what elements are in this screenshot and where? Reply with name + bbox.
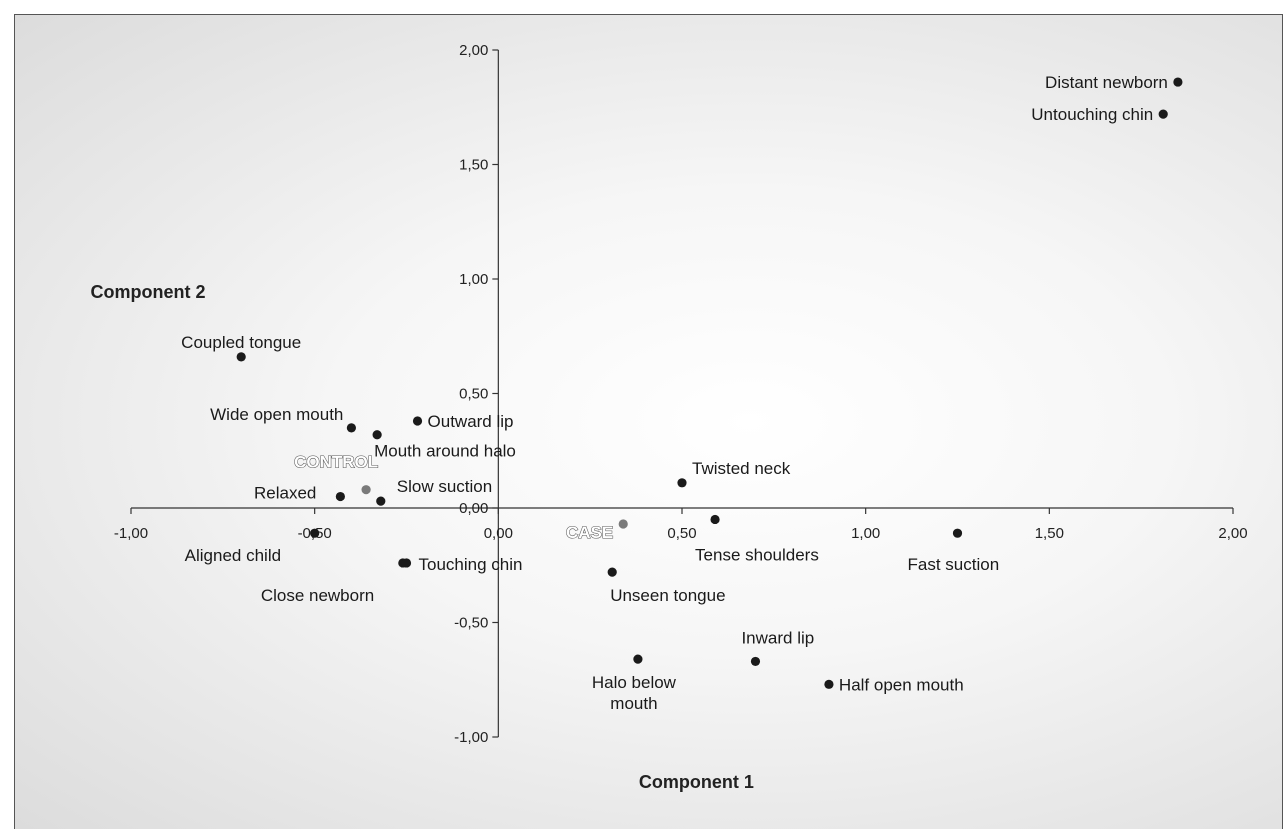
data-point (1158, 109, 1168, 119)
data-point (310, 528, 320, 538)
x-tick-label: 1,50 (1035, 525, 1064, 542)
group-centroid (618, 519, 628, 529)
group-centroid (361, 485, 371, 495)
group-label: CONTROL (294, 453, 378, 472)
data-point (372, 430, 382, 440)
point-label: Twisted neck (692, 459, 791, 478)
y-tick-label: 0,00 (459, 500, 488, 517)
point-label: Fast suction (908, 555, 1000, 574)
point-label: Coupled tongue (181, 333, 301, 352)
point-label: Close newborn (261, 586, 374, 605)
y-tick-label: -1,00 (454, 729, 488, 746)
point-label: Half open mouth (839, 675, 964, 694)
data-point (633, 654, 643, 664)
point-label: Inward lip (741, 628, 814, 647)
point-label: Mouth around halo (374, 442, 516, 461)
y-tick-label: 1,00 (459, 271, 488, 288)
data-point (1173, 77, 1183, 87)
point-label: Slow suction (397, 477, 492, 496)
data-point (607, 567, 617, 577)
y-tick-label: 2,00 (459, 42, 488, 59)
y-tick-label: -0,50 (454, 615, 488, 632)
x-axis-title: Component 1 (639, 772, 754, 792)
y-tick-label: 1,50 (459, 157, 488, 174)
data-point (710, 514, 720, 525)
data-point (346, 423, 356, 433)
point-label: Tense shoulders (695, 545, 819, 564)
point-label: Distant newborn (1045, 73, 1168, 92)
data-point (750, 656, 761, 667)
y-axis-title: Component 2 (91, 282, 206, 302)
point-label: Unseen tongue (610, 586, 725, 605)
point-label: Untouching chin (1031, 105, 1153, 124)
point-label: Wide open mouth (210, 405, 343, 424)
x-tick-label: 0,00 (484, 525, 513, 542)
x-tick-label: -1,00 (114, 525, 148, 542)
point-label: Aligned child (185, 546, 281, 565)
point-label: Halo below mouth (592, 673, 677, 713)
data-point (952, 528, 963, 538)
point-label: Relaxed (254, 484, 316, 503)
group-label: CASE (566, 523, 613, 542)
y-tick-label: 0,50 (459, 386, 488, 403)
data-point (824, 679, 834, 689)
data-point (677, 478, 687, 488)
x-tick-label: 1,00 (851, 525, 880, 542)
scatter-plot: -1,00-0,500,000,501,001,502,00-1,00-0,50… (91, 42, 1248, 792)
chart-frame: -1,00-0,500,000,501,001,502,00-1,00-0,50… (14, 14, 1283, 829)
data-point (412, 416, 423, 426)
point-label: Touching chin (419, 555, 523, 574)
x-tick-label: 2,00 (1218, 525, 1247, 542)
data-point (236, 352, 246, 362)
data-point (335, 491, 345, 502)
point-label: Outward lip (428, 412, 514, 431)
data-point (376, 496, 386, 506)
x-tick-label: 0,50 (667, 525, 696, 542)
data-point (401, 558, 412, 568)
